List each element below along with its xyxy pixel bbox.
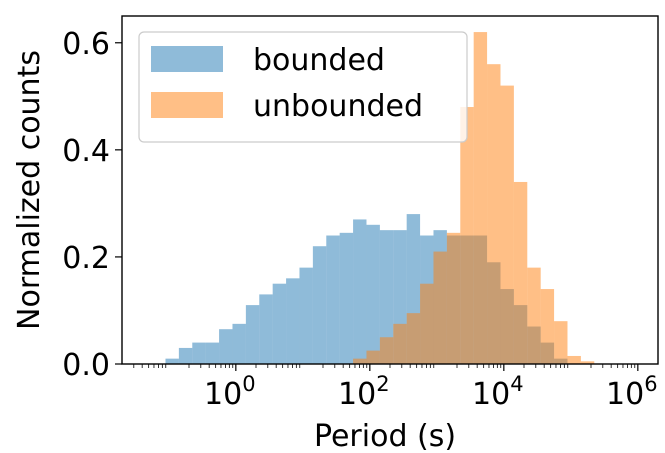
y-tick-label-0: 0.0 bbox=[62, 348, 110, 383]
legend-swatch-unbounded bbox=[151, 92, 223, 118]
legend-label-unbounded: unbounded bbox=[253, 89, 423, 124]
bar-unbounded-23 bbox=[473, 32, 488, 365]
bar-bounded-15 bbox=[366, 224, 380, 364]
bar-unbounded-17 bbox=[393, 323, 407, 364]
bar-unbounded-20 bbox=[433, 251, 447, 364]
bar-bounded-9 bbox=[286, 278, 300, 364]
bar-unbounded-28 bbox=[540, 289, 555, 364]
bar-bounded-7 bbox=[259, 294, 273, 364]
bar-unbounded-15 bbox=[366, 350, 380, 364]
bar-unbounded-26 bbox=[513, 181, 528, 364]
bar-bounded-10 bbox=[299, 267, 313, 364]
x-tick-label-2: 104 bbox=[472, 372, 524, 412]
bar-unbounded-27 bbox=[527, 267, 541, 364]
x-tick-label-3: 106 bbox=[606, 372, 658, 412]
bar-unbounded-14 bbox=[353, 358, 367, 364]
y-tick-label-3: 0.6 bbox=[62, 27, 110, 62]
bar-unbounded-25 bbox=[500, 85, 514, 364]
histogram-bars bbox=[165, 32, 595, 365]
bar-bounded-12 bbox=[326, 235, 340, 364]
y-tick-label-1: 0.2 bbox=[62, 241, 110, 276]
bar-unbounded-19 bbox=[420, 283, 434, 364]
bar-bounded-11 bbox=[312, 246, 327, 364]
bar-unbounded-22 bbox=[460, 107, 474, 364]
legend: bounded unbounded bbox=[138, 31, 468, 143]
x-tick-label-0: 100 bbox=[204, 372, 256, 412]
legend-swatch-bounded bbox=[151, 46, 223, 72]
bar-bounded-14 bbox=[353, 219, 367, 364]
bar-unbounded-18 bbox=[406, 313, 421, 364]
bar-bounded-5 bbox=[232, 323, 246, 364]
bar-unbounded-30 bbox=[567, 355, 581, 364]
bar-bounded-1 bbox=[178, 347, 193, 364]
legend-label-bounded: bounded bbox=[253, 43, 385, 78]
x-axis-label: Period (s) bbox=[314, 419, 456, 453]
bar-unbounded-31 bbox=[580, 361, 595, 364]
bar-bounded-16 bbox=[379, 230, 394, 364]
bar-unbounded-21 bbox=[446, 232, 461, 364]
y-axis-label: Normalized counts bbox=[12, 50, 47, 330]
bar-bounded-0 bbox=[165, 358, 179, 364]
bar-bounded-3 bbox=[205, 342, 220, 364]
series-unbounded bbox=[353, 32, 595, 365]
x-tick-label-1: 102 bbox=[338, 372, 390, 412]
bar-bounded-8 bbox=[272, 283, 287, 364]
bar-unbounded-24 bbox=[487, 64, 501, 364]
bar-bounded-6 bbox=[245, 305, 260, 364]
bar-unbounded-29 bbox=[554, 321, 568, 364]
bar-unbounded-16 bbox=[379, 337, 394, 364]
bar-bounded-13 bbox=[339, 232, 354, 364]
y-tick-label-2: 0.4 bbox=[62, 134, 110, 169]
bar-bounded-2 bbox=[192, 342, 206, 364]
bar-bounded-4 bbox=[219, 329, 233, 364]
axis-ticks: 100 102 104 106 0.0 0.2 0.4 0.6 bbox=[62, 27, 657, 412]
